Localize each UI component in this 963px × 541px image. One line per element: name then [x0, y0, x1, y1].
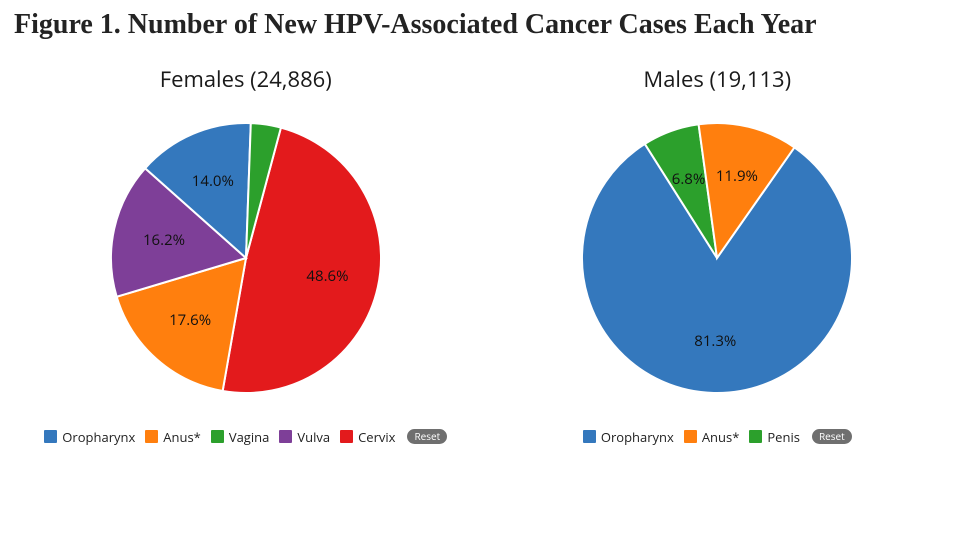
- chart-panel-males: Males (19,113) 81.3%6.8%11.9% Oropharynx…: [497, 56, 937, 446]
- pie-svg-males: [567, 108, 867, 408]
- legend-item-oropharynx[interactable]: Oropharynx: [44, 428, 135, 446]
- legend-swatch: [583, 430, 596, 443]
- legend-label: Anus*: [702, 428, 740, 446]
- legend-swatch: [211, 430, 224, 443]
- pie-males: 81.3%6.8%11.9%: [567, 108, 867, 408]
- legend-item-cervix[interactable]: Cervix: [340, 428, 395, 446]
- reset-button-males[interactable]: Reset: [812, 429, 852, 444]
- figure-title: Figure 1. Number of New HPV-Associated C…: [0, 0, 963, 46]
- legend-item-penis[interactable]: Penis: [749, 428, 800, 446]
- legend-item-oropharynx[interactable]: Oropharynx: [583, 428, 674, 446]
- legend-swatch: [44, 430, 57, 443]
- legend-swatch: [684, 430, 697, 443]
- legend-label: Vagina: [229, 428, 270, 446]
- chart-panel-females: Females (24,886) 48.6%17.6%16.2%14.0% Or…: [26, 56, 466, 446]
- legend-label: Vulva: [297, 428, 330, 446]
- legend-item-anus-[interactable]: Anus*: [145, 428, 201, 446]
- legend-swatch: [749, 430, 762, 443]
- legend-swatch: [279, 430, 292, 443]
- legend-males: Oropharynx Anus* Penis Reset: [583, 428, 852, 446]
- legend-females: Oropharynx Anus* Vagina Vulva Cervix Reset: [44, 428, 447, 446]
- pie-svg-females: [96, 108, 396, 408]
- legend-label: Oropharynx: [62, 428, 135, 446]
- legend-swatch: [145, 430, 158, 443]
- legend-item-vulva[interactable]: Vulva: [279, 428, 330, 446]
- reset-button-females[interactable]: Reset: [407, 429, 447, 444]
- legend-label: Penis: [767, 428, 800, 446]
- chart-subtitle-females: Females (24,886): [160, 64, 332, 94]
- pie-females: 48.6%17.6%16.2%14.0%: [96, 108, 396, 408]
- legend-swatch: [340, 430, 353, 443]
- charts-row: Females (24,886) 48.6%17.6%16.2%14.0% Or…: [0, 46, 963, 446]
- legend-item-anus-[interactable]: Anus*: [684, 428, 740, 446]
- legend-label: Cervix: [358, 428, 395, 446]
- legend-item-vagina[interactable]: Vagina: [211, 428, 270, 446]
- legend-label: Oropharynx: [601, 428, 674, 446]
- chart-subtitle-males: Males (19,113): [643, 64, 791, 94]
- legend-label: Anus*: [163, 428, 201, 446]
